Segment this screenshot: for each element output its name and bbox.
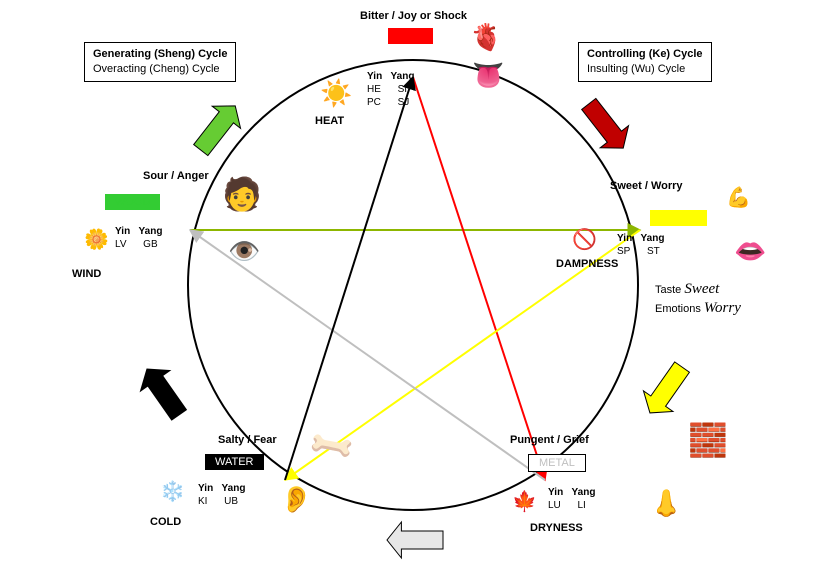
nose-icon: 👃 [650, 490, 682, 516]
fire-emotion: Bitter / Joy or Shock [360, 10, 467, 24]
head-icon: 🧑 [222, 178, 262, 210]
wood-emotion: Sour / Anger [143, 170, 209, 184]
metal-emotion: Pungent / Grief [510, 434, 589, 448]
water-tag: WATER [205, 454, 264, 470]
flower-icon: 🌼 [84, 230, 109, 250]
wood-yinyang: Yin Yang LV GB [115, 225, 162, 251]
bone-icon: 🦴 [306, 421, 357, 470]
lips-icon: 👄 [734, 238, 766, 264]
snow-icon: ❄️ [160, 482, 185, 502]
heart-icon: 🫀 [470, 24, 502, 50]
earth-extra: Taste Sweet Emotions Worry [655, 280, 741, 318]
fire-yinyang: Yin Yang HE SI PC SJ [367, 70, 414, 109]
earth-yinyang: Yin Yang SP ST [617, 232, 664, 258]
wood-tag: WOOD [105, 194, 160, 210]
metal-climate: DRYNESS [530, 522, 583, 536]
leaf-icon: 🍁 [512, 492, 537, 512]
earth-climate: DAMPNESS [556, 258, 618, 272]
skin-icon: 🧱 [688, 424, 728, 456]
water-emotion: Salty / Fear [218, 434, 277, 448]
eye-icon: 👁️ [228, 238, 260, 264]
wood-climate: WIND [72, 268, 101, 282]
tongue-icon: 👅 [472, 62, 504, 88]
earth-tag: EARTH [650, 210, 707, 226]
water-yinyang: Yin Yang KI UB [198, 482, 245, 508]
metal-tag: METAL [528, 454, 586, 472]
muscle-icon: 💪 [726, 188, 751, 208]
prohibit-icon: 🚫 [572, 230, 597, 250]
five-elements-diagram: { "geometry": { "circle": { "cx": 413, "… [0, 0, 840, 571]
earth-emotion: Sweet / Worry [610, 180, 683, 194]
ear-icon: 👂 [280, 486, 312, 512]
sun-icon: ☀️ [320, 80, 352, 106]
fire-climate: HEAT [315, 115, 344, 129]
water-climate: COLD [150, 516, 181, 530]
fire-tag: FIRE [388, 28, 433, 44]
legend-controlling: Controlling (Ke) Cycle Insulting (Wu) Cy… [578, 42, 712, 82]
metal-yinyang: Yin Yang LU LI [548, 486, 595, 512]
legend-generating: Generating (Sheng) Cycle Overacting (Che… [84, 42, 236, 82]
